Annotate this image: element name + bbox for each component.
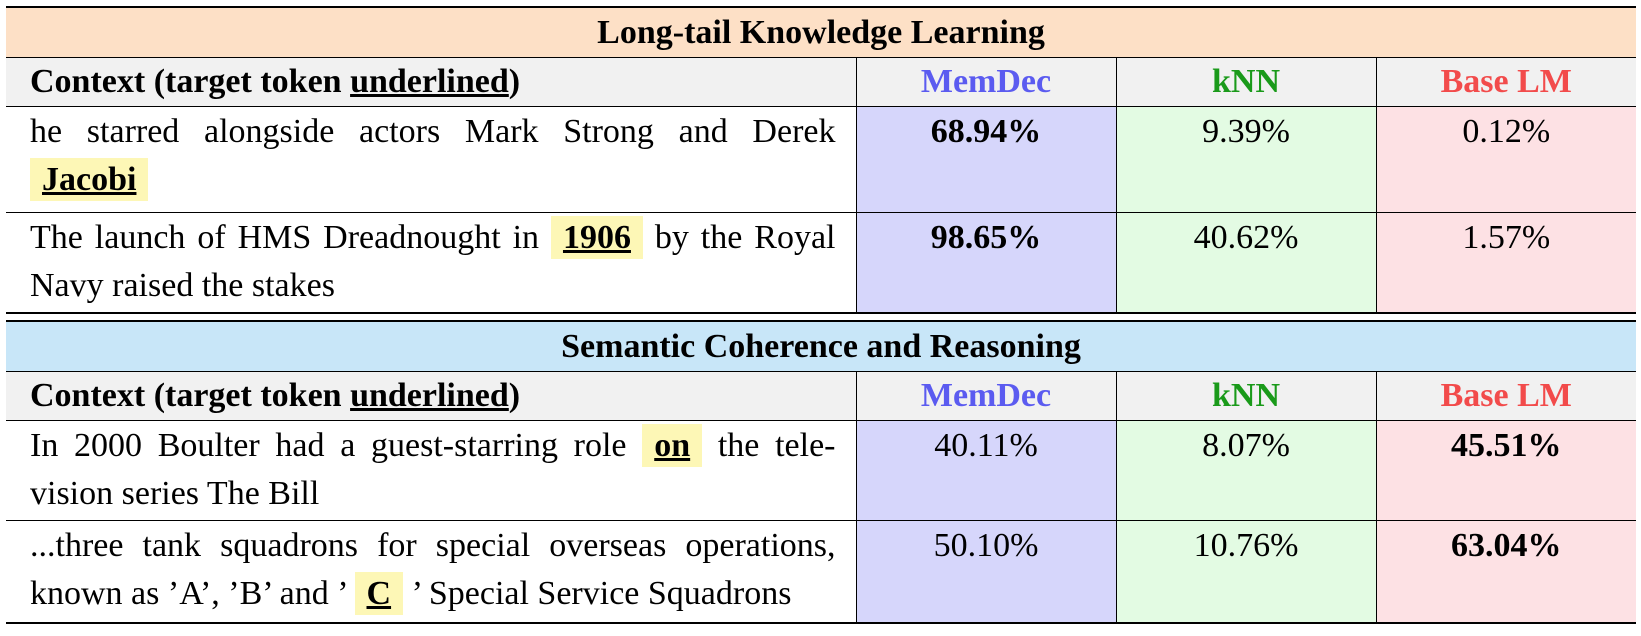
context-header-suffix: ): [508, 377, 521, 414]
knn-value: 9.39%: [1115, 106, 1376, 213]
knn-value: 8.07%: [1115, 420, 1376, 521]
section-gap: [6, 313, 1636, 321]
context-after: ’ Special Service Squadrons: [403, 575, 792, 612]
knn-value: 40.62%: [1115, 212, 1376, 314]
context-before: he starred alongside actors Mark Strong …: [30, 113, 836, 150]
base-lm-value: 0.12%: [1375, 106, 1637, 213]
knn-value: 10.76%: [1115, 520, 1376, 624]
knn-header: kNN: [1115, 371, 1376, 421]
base-lm-header: Base LM: [1375, 57, 1637, 107]
table-row: The launch of HMS Dreadnought in 1906 by…: [6, 212, 1637, 314]
context-after: the tele-vision series The Bill: [30, 427, 836, 512]
context-after: by the Royal Navy raised the stakes: [30, 219, 836, 304]
results-table-container: Long-tail Knowledge Learning Context (ta…: [6, 6, 1637, 624]
context-cell: The launch of HMS Dreadnought in 1906 by…: [6, 212, 856, 314]
section-title-long-tail: Long-tail Knowledge Learning: [6, 6, 1637, 58]
table-row: In 2000 Boulter had a guest-starring rol…: [6, 420, 1637, 521]
base-lm-value: 45.51%: [1375, 420, 1637, 521]
context-before: In 2000 Boulter had a guest-starring rol…: [30, 427, 643, 464]
target-token: C: [354, 572, 404, 615]
context-header-suffix: ): [508, 63, 521, 100]
section-title-semantic: Semantic Coherence and Reasoning: [6, 320, 1637, 372]
base-lm-value: 1.57%: [1375, 212, 1637, 314]
header-row: Context (target token underlined) MemDec…: [6, 371, 1637, 421]
context-header: Context (target token underlined): [6, 57, 856, 107]
target-token: 1906: [550, 216, 643, 259]
context-header-prefix: Context (target token: [30, 63, 351, 100]
table-row: ...three tank squadrons for special over…: [6, 520, 1637, 624]
context-cell: In 2000 Boulter had a guest-starring rol…: [6, 420, 856, 521]
target-token: on: [642, 424, 703, 467]
header-row: Context (target token underlined) MemDec…: [6, 57, 1637, 107]
context-before: ...three tank squadrons for special over…: [30, 527, 836, 612]
base-lm-header: Base LM: [1375, 371, 1637, 421]
memdec-value: 98.65%: [855, 212, 1116, 314]
results-table: Long-tail Knowledge Learning Context (ta…: [6, 6, 1637, 624]
memdec-header: MemDec: [855, 371, 1116, 421]
memdec-value: 50.10%: [855, 520, 1116, 624]
table-row: he starred alongside actors Mark Strong …: [6, 106, 1637, 213]
knn-header: kNN: [1115, 57, 1376, 107]
context-cell: ...three tank squadrons for special over…: [6, 520, 856, 624]
context-before: The launch of HMS Dreadnought in: [30, 219, 551, 256]
context-header: Context (target token underlined): [6, 371, 856, 421]
context-header-underlined: underlined: [350, 377, 509, 414]
context-cell: he starred alongside actors Mark Strong …: [6, 106, 856, 213]
context-header-underlined: underlined: [350, 63, 509, 100]
base-lm-value: 63.04%: [1375, 520, 1637, 624]
target-token: Jacobi: [30, 158, 149, 201]
memdec-value: 68.94%: [855, 106, 1116, 213]
memdec-value: 40.11%: [855, 420, 1116, 521]
memdec-header: MemDec: [855, 57, 1116, 107]
context-header-prefix: Context (target token: [30, 377, 351, 414]
